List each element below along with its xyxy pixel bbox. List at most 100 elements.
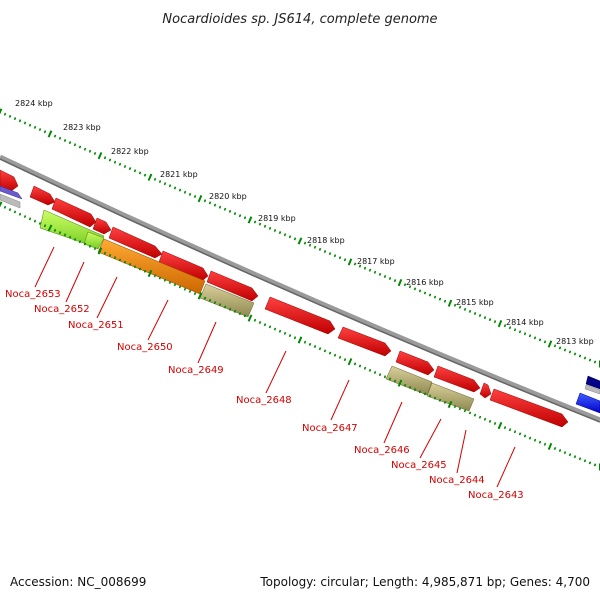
minor-tick [238, 214, 242, 218]
minor-tick [178, 188, 182, 192]
major-tick [447, 299, 453, 307]
gene-label[interactable]: Noca_2653 [5, 289, 61, 300]
minor-tick [418, 390, 422, 394]
gene-cds-navy[interactable] [585, 375, 600, 390]
kbp-label: 2820 kbp [209, 192, 247, 201]
minor-tick [18, 212, 22, 216]
minor-tick [223, 305, 227, 309]
major-tick [497, 421, 503, 430]
minor-tick [278, 231, 282, 235]
minor-tick [173, 283, 177, 287]
minor-tick [373, 370, 377, 375]
major-tick [247, 216, 253, 224]
minor-tick [378, 373, 382, 377]
minor-tick [468, 411, 472, 415]
gene-cds-forward[interactable] [264, 296, 336, 335]
leader-line [419, 418, 442, 459]
minor-tick [103, 156, 107, 160]
gene-cds-khaki[interactable] [385, 365, 433, 396]
minor-tick [473, 413, 477, 417]
minor-tick [503, 426, 507, 430]
gene-label[interactable]: Noca_2648 [236, 395, 292, 406]
gene-cds-forward[interactable] [489, 388, 569, 428]
major-tick [247, 314, 253, 322]
minor-tick [403, 383, 407, 387]
minor-tick [218, 205, 222, 209]
minor-tick [368, 368, 372, 372]
minor-tick [53, 228, 57, 232]
minor-tick [293, 336, 297, 340]
gene-label[interactable]: Noca_2643 [468, 490, 524, 501]
gene-cds-forward[interactable] [0, 169, 19, 193]
minor-tick [383, 375, 387, 379]
minor-tick [313, 245, 317, 249]
gene-label[interactable]: Noca_2650 [117, 342, 173, 353]
gene-cds-blue[interactable] [575, 392, 600, 414]
leader-line [496, 446, 516, 488]
gene-cds-forward[interactable] [29, 185, 56, 206]
gene-cds-forward[interactable] [92, 217, 112, 235]
minor-tick [178, 285, 182, 289]
minor-tick [573, 455, 577, 459]
minor-tick [213, 203, 217, 207]
minor-tick [363, 366, 367, 370]
major-tick [297, 237, 303, 245]
gene-cds-forward[interactable] [433, 365, 481, 393]
gene-cds-khaki[interactable] [426, 382, 475, 412]
leader-line [96, 276, 118, 319]
minor-tick [208, 201, 212, 205]
kbp-label: 2817 kbp [357, 257, 395, 266]
minor-tick [158, 180, 162, 184]
minor-tick [358, 364, 362, 368]
gene-label[interactable]: Noca_2645 [391, 460, 447, 471]
major-tick [447, 400, 453, 409]
gene-cds-forward[interactable] [479, 382, 492, 399]
minor-tick [513, 430, 517, 434]
gene-label[interactable]: Noca_2647 [302, 423, 358, 434]
minor-tick [203, 199, 207, 203]
minor-tick [208, 298, 212, 302]
kbp-labels: 2824 kbp 2823 kbp 2822 kbp 2821 kbp 2820… [15, 99, 594, 346]
gene-label[interactable]: Noca_2646 [354, 445, 410, 456]
gene-label[interactable]: Noca_2651 [68, 320, 124, 331]
kbp-label: 2822 kbp [111, 147, 149, 156]
minor-tick [28, 217, 32, 221]
gene-label[interactable]: Noca_2644 [429, 475, 485, 486]
minor-tick [283, 233, 287, 237]
major-tick [0, 108, 3, 115]
minor-tick [408, 385, 412, 390]
leader-line [34, 246, 55, 288]
gene-cds-forward[interactable] [395, 350, 435, 376]
minor-tick [43, 224, 47, 228]
minor-tick [303, 241, 307, 245]
gene-cds-forward[interactable] [206, 270, 259, 302]
leader-line [330, 379, 350, 421]
minor-tick [63, 138, 67, 143]
minor-tick [458, 407, 462, 411]
gene-cds-forward[interactable] [337, 326, 392, 357]
minor-tick [538, 338, 542, 342]
gene-cds-purple[interactable] [0, 185, 23, 200]
gene-cds-forward[interactable] [51, 197, 97, 228]
gene-cds-lime-small[interactable] [83, 231, 105, 250]
gene-cds-grey[interactable] [0, 193, 21, 209]
outer-tick-track [0, 108, 600, 368]
minor-tick [543, 340, 547, 344]
gene-cds-grey[interactable] [584, 384, 600, 395]
minor-tick [33, 125, 37, 129]
minor-tick [138, 171, 142, 175]
minor-tick [428, 394, 432, 398]
minor-tick [268, 226, 272, 230]
minor-tick [23, 215, 27, 219]
gene-label[interactable]: Noca_2652 [34, 304, 90, 315]
gene-label[interactable]: Noca_2649 [168, 365, 224, 376]
minor-tick [123, 260, 127, 264]
minor-tick [13, 117, 17, 121]
minor-tick [523, 434, 527, 438]
major-tick [397, 379, 403, 387]
forward-strand-genes [0, 169, 569, 428]
minor-tick [573, 352, 577, 356]
gene-cds-forward[interactable] [158, 250, 209, 282]
gene-cds-forward[interactable] [108, 226, 163, 259]
